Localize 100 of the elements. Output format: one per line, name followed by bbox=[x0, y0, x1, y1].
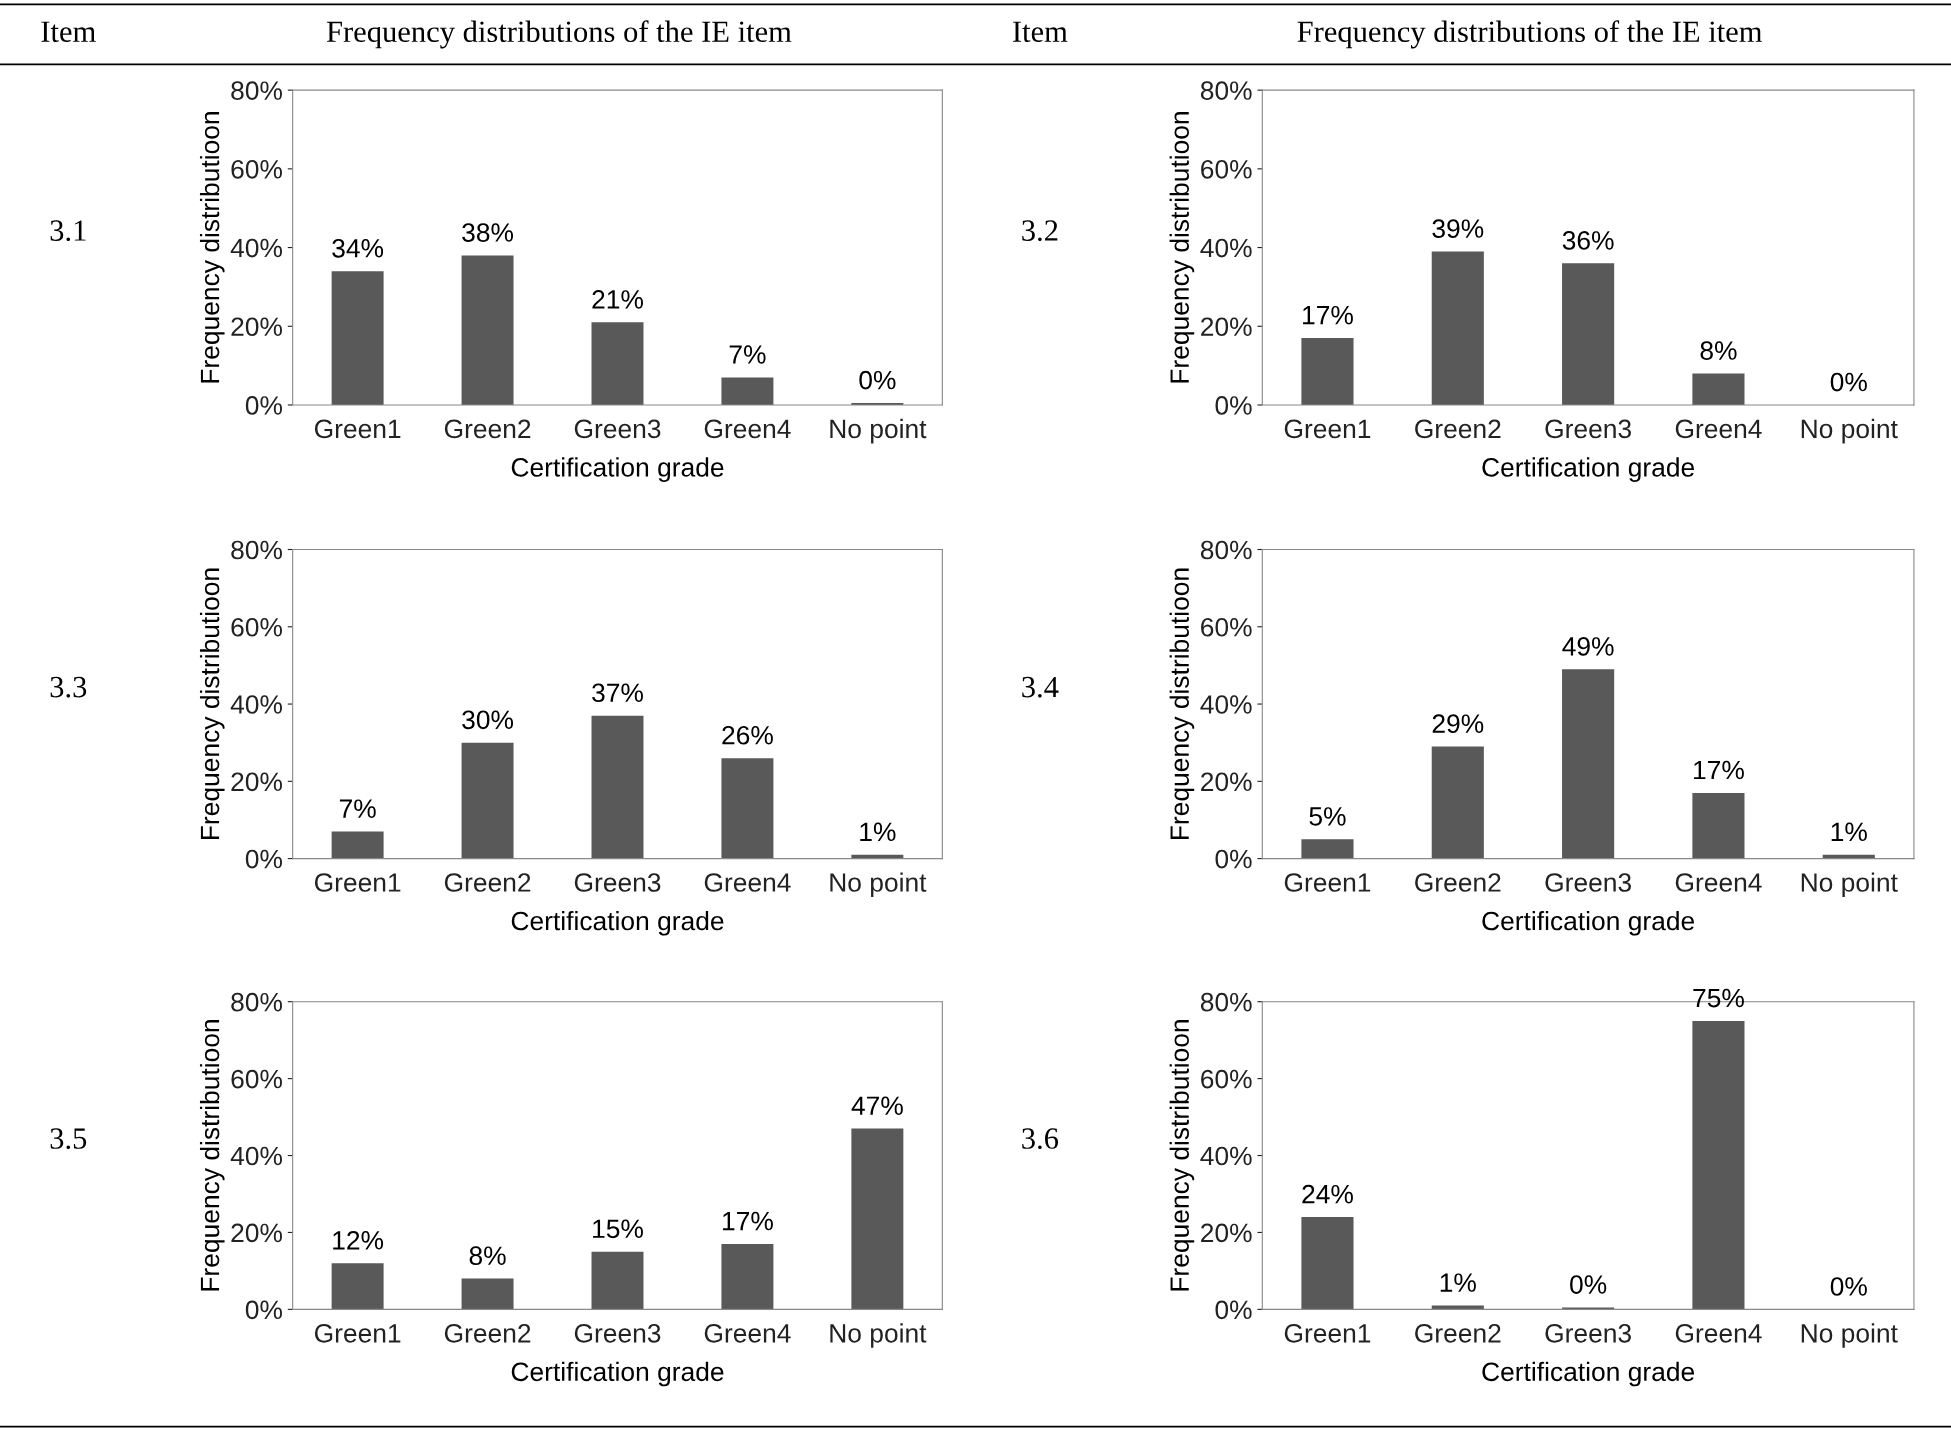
y-tick-label: 60% bbox=[231, 159, 282, 179]
data-label: 21% bbox=[592, 290, 643, 309]
x-tick-label: No point bbox=[1801, 418, 1898, 444]
data-label: 47% bbox=[851, 1096, 903, 1115]
x-tick-label: Green1 bbox=[314, 873, 401, 892]
x-tick-label: No point bbox=[830, 872, 927, 898]
y-tick-label: 60% bbox=[1201, 617, 1252, 637]
y-tick-label: 60% bbox=[231, 617, 282, 637]
y-tick-label: 40% bbox=[1200, 695, 1252, 714]
y-tick-label: 20% bbox=[231, 317, 282, 337]
y-tick-label: 0% bbox=[245, 396, 282, 415]
y-tick-label: 40% bbox=[230, 1146, 282, 1166]
data-label: 8% bbox=[469, 1246, 506, 1266]
y-tick-label: 20% bbox=[1201, 772, 1252, 792]
y-axis-title: Frequency distributioon bbox=[1169, 568, 1195, 840]
data-label: 36% bbox=[1562, 231, 1614, 250]
y-tick-label: 0% bbox=[1215, 849, 1252, 869]
y-tick-label: 20% bbox=[231, 1223, 282, 1243]
y-tick-label: 80% bbox=[231, 81, 282, 100]
x-axis-title: Certification grade bbox=[511, 457, 724, 482]
data-label: 7% bbox=[339, 799, 376, 818]
data-label: 26% bbox=[722, 725, 773, 745]
x-tick-label: Green2 bbox=[444, 419, 531, 439]
y-axis-title: Frequency distributioon bbox=[199, 112, 225, 383]
data-label: 29% bbox=[1432, 714, 1484, 733]
data-label: 30% bbox=[462, 710, 514, 730]
y-tick-label: 20% bbox=[231, 772, 282, 792]
y-tick-label: 80% bbox=[231, 992, 282, 1012]
x-axis-title: Certification grade bbox=[511, 910, 724, 936]
text: Frequency distributions of the IE item bbox=[326, 20, 792, 49]
x-tick-label: Green3 bbox=[1545, 873, 1631, 892]
data-label: 1% bbox=[1831, 822, 1867, 842]
text: 3.5 bbox=[50, 1128, 87, 1149]
data-label: 15% bbox=[593, 1219, 643, 1239]
x-tick-label: Green1 bbox=[1284, 873, 1371, 892]
data-label: 17% bbox=[1303, 305, 1353, 325]
text: Frequency distributions of the IE item bbox=[1297, 20, 1763, 49]
x-tick-label: Green4 bbox=[704, 1323, 791, 1343]
y-tick-label: 0% bbox=[1215, 1300, 1252, 1320]
data-label: 0% bbox=[1830, 1277, 1867, 1296]
y-axis-title: Frequency distributioon bbox=[1169, 1020, 1195, 1291]
y-tick-label: 20% bbox=[1201, 1223, 1252, 1243]
x-tick-label: Green1 bbox=[1284, 1323, 1371, 1343]
x-tick-label: Green3 bbox=[574, 1323, 661, 1343]
x-tick-label: Green1 bbox=[314, 1323, 401, 1343]
text: 3.1 bbox=[50, 220, 86, 242]
y-tick-label: 40% bbox=[230, 695, 282, 714]
data-label: 17% bbox=[1694, 760, 1744, 780]
x-tick-label: Green3 bbox=[1545, 1323, 1631, 1343]
y-tick-label: 40% bbox=[1200, 1146, 1252, 1166]
text: Item bbox=[1012, 21, 1068, 42]
y-tick-label: 20% bbox=[1201, 317, 1252, 337]
data-label: 75% bbox=[1693, 988, 1744, 1008]
x-axis-title: Certification grade bbox=[511, 1361, 724, 1387]
x-tick-label: Green2 bbox=[1415, 873, 1501, 892]
x-tick-label: Green3 bbox=[1545, 419, 1631, 439]
y-tick-label: 0% bbox=[245, 849, 282, 869]
x-axis-title: Certification grade bbox=[1482, 910, 1695, 936]
y-tick-label: 60% bbox=[231, 1069, 282, 1089]
data-label: 8% bbox=[1700, 341, 1737, 360]
data-label: 0% bbox=[1830, 372, 1867, 392]
data-label: 37% bbox=[592, 683, 643, 703]
x-tick-label: Green2 bbox=[444, 1323, 531, 1343]
x-tick-label: No point bbox=[830, 1323, 927, 1348]
x-tick-label: Green2 bbox=[1415, 1323, 1501, 1343]
y-tick-label: 0% bbox=[1215, 396, 1252, 415]
y-tick-label: 80% bbox=[231, 540, 282, 560]
x-tick-label: Green1 bbox=[314, 419, 401, 439]
text: 3.2 bbox=[1022, 220, 1058, 242]
x-tick-label: Green4 bbox=[1675, 419, 1762, 439]
data-label: 39% bbox=[1432, 219, 1484, 238]
data-label: 0% bbox=[859, 370, 896, 390]
y-axis-title: Frequency distributioon bbox=[199, 568, 225, 840]
y-tick-label: 0% bbox=[245, 1300, 282, 1320]
x-tick-label: Green2 bbox=[444, 873, 531, 892]
text: 3.3 bbox=[50, 676, 87, 698]
text: 3.4 bbox=[1022, 676, 1059, 698]
data-label: 1% bbox=[1440, 1273, 1476, 1292]
data-label: 49% bbox=[1562, 637, 1614, 656]
x-tick-label: Green3 bbox=[574, 873, 661, 892]
x-tick-label: Green4 bbox=[1675, 873, 1762, 892]
x-tick-label: Green4 bbox=[704, 873, 791, 892]
x-tick-label: Green3 bbox=[574, 419, 661, 439]
x-tick-label: No point bbox=[1801, 872, 1898, 898]
x-tick-label: No point bbox=[830, 418, 927, 444]
y-tick-label: 60% bbox=[1201, 159, 1252, 179]
x-tick-label: No point bbox=[1801, 1323, 1898, 1348]
y-axis-title: Frequency distributioon bbox=[1169, 112, 1195, 383]
data-label: 12% bbox=[333, 1230, 384, 1250]
x-tick-label: Green2 bbox=[1415, 419, 1501, 439]
y-tick-label: 40% bbox=[1200, 238, 1252, 258]
data-label: 7% bbox=[729, 345, 766, 364]
data-label: 24% bbox=[1302, 1184, 1353, 1204]
data-label: 38% bbox=[462, 223, 514, 242]
y-tick-label: 80% bbox=[1200, 81, 1252, 100]
y-axis-title: Frequency distributioon bbox=[199, 1020, 225, 1291]
data-label: 0% bbox=[1570, 1275, 1607, 1294]
x-axis-title: Certification grade bbox=[1482, 457, 1695, 482]
x-tick-label: Green1 bbox=[1284, 419, 1371, 439]
data-label: 17% bbox=[723, 1211, 773, 1231]
